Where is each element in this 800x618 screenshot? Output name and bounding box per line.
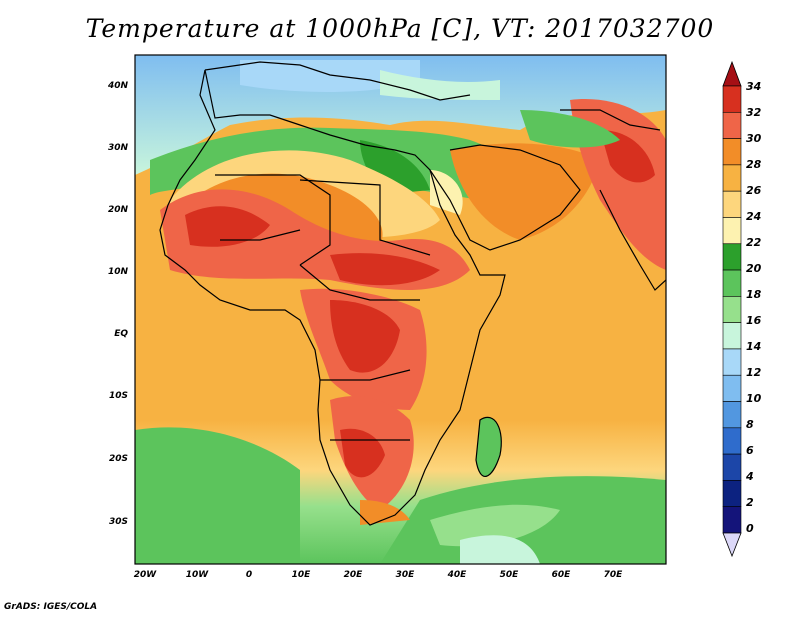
colorbar-label: 24 <box>746 210 761 223</box>
map-title: Temperature at 1000hPa [C], VT: 20170327… <box>85 14 715 43</box>
colorbar-label: 28 <box>746 158 762 171</box>
lat-label: 30S <box>109 517 128 527</box>
colorbar-swatch <box>722 138 742 166</box>
lon-label: 50E <box>500 570 520 580</box>
colorbar-bottom-arrow <box>722 532 742 558</box>
lon-label: 60E <box>552 570 572 580</box>
colorbar-top-arrow <box>722 60 742 87</box>
colorbar-swatch <box>722 322 742 350</box>
colorbar-label: 10 <box>746 392 762 405</box>
colorbar-swatch <box>722 190 742 218</box>
lon-label: 0 <box>246 570 252 580</box>
colorbar-swatch <box>722 243 742 271</box>
lat-label: 20N <box>108 205 129 215</box>
colorbar-label: 22 <box>746 236 762 249</box>
colorbar-swatch <box>722 269 742 297</box>
lon-label: 70E <box>604 570 624 580</box>
lon-label: 20W <box>134 570 158 580</box>
colorbar-label: 32 <box>746 106 762 119</box>
colorbar-label: 12 <box>746 366 762 379</box>
coastlines <box>159 61 666 526</box>
colorbar-swatch <box>722 480 742 508</box>
colorbar-label: 30 <box>746 132 762 145</box>
colorbar-label: 14 <box>746 340 761 353</box>
colorbar-label: 8 <box>746 418 754 431</box>
colorbar-label: 16 <box>746 314 762 327</box>
lon-label: 20E <box>344 570 364 580</box>
lat-label: 10S <box>109 391 128 401</box>
colorbar: 34 32 30 28 26 24 22 20 18 16 14 12 10 8… <box>722 60 762 558</box>
lat-label: 20S <box>109 454 128 464</box>
map-frame <box>134 54 667 565</box>
colorbar-swatch <box>722 453 742 481</box>
colorbar-swatch <box>722 217 742 245</box>
lon-label: 40E <box>447 570 468 580</box>
colorbar-label: 4 <box>745 470 754 483</box>
colorbar-label: 34 <box>746 80 761 93</box>
lon-label: 30E <box>396 570 416 580</box>
colorbar-swatch <box>722 427 742 455</box>
colorbar-label: 6 <box>746 444 754 457</box>
colorbar-label: 20 <box>746 262 762 275</box>
colorbar-swatch <box>722 296 742 323</box>
longitude-axis: 20W 10W 0 10E 20E 30E 40E 50E 60E 70E <box>134 570 623 580</box>
lon-label: 10E <box>292 570 312 580</box>
grads-credit: GrADS: IGES/COLA <box>4 602 98 612</box>
colorbar-swatch <box>722 506 742 534</box>
temperature-field <box>135 55 666 564</box>
colorbar-swatch <box>722 401 742 429</box>
latitude-axis: 40N 30N 20N 10N EQ 10S 20S 30S <box>107 81 129 527</box>
colorbar-swatch <box>722 85 742 113</box>
colorbar-label: 18 <box>746 288 762 301</box>
colorbar-label: 26 <box>746 184 762 197</box>
lat-label: 30N <box>108 143 129 153</box>
lat-label: 40N <box>107 81 129 91</box>
lat-label: EQ <box>114 329 128 339</box>
lon-label: 10W <box>186 570 210 580</box>
colorbar-swatch <box>722 348 742 376</box>
lat-label: 10N <box>108 267 129 277</box>
colorbar-label: 0 <box>746 522 754 535</box>
colorbar-swatch <box>722 164 742 192</box>
colorbar-swatch <box>722 374 742 402</box>
colorbar-swatch <box>722 111 742 139</box>
colorbar-label: 2 <box>746 496 754 509</box>
